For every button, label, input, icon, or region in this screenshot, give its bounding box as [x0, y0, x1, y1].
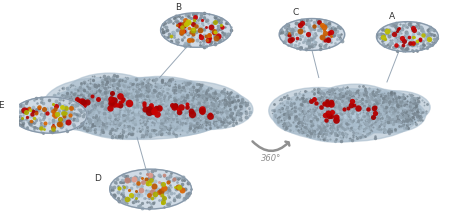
- Ellipse shape: [273, 88, 419, 142]
- Ellipse shape: [109, 76, 210, 118]
- Ellipse shape: [348, 97, 426, 133]
- Ellipse shape: [269, 88, 369, 134]
- Ellipse shape: [44, 78, 162, 131]
- Text: C: C: [292, 9, 299, 17]
- Text: 360°: 360°: [261, 154, 281, 163]
- Ellipse shape: [44, 88, 130, 131]
- Ellipse shape: [314, 84, 396, 122]
- Circle shape: [12, 97, 87, 133]
- Ellipse shape: [66, 73, 153, 113]
- Circle shape: [279, 19, 345, 50]
- Text: D: D: [94, 174, 100, 183]
- Circle shape: [161, 13, 231, 47]
- Text: A: A: [389, 12, 395, 21]
- Ellipse shape: [128, 81, 246, 132]
- Circle shape: [376, 22, 438, 52]
- Ellipse shape: [273, 100, 346, 135]
- Ellipse shape: [294, 103, 380, 142]
- Circle shape: [109, 169, 191, 209]
- Ellipse shape: [166, 90, 253, 129]
- Text: B: B: [175, 3, 181, 12]
- Text: E: E: [0, 101, 3, 110]
- Ellipse shape: [321, 88, 421, 133]
- Ellipse shape: [73, 95, 182, 139]
- Ellipse shape: [53, 78, 235, 139]
- Ellipse shape: [123, 94, 223, 136]
- Ellipse shape: [362, 91, 430, 124]
